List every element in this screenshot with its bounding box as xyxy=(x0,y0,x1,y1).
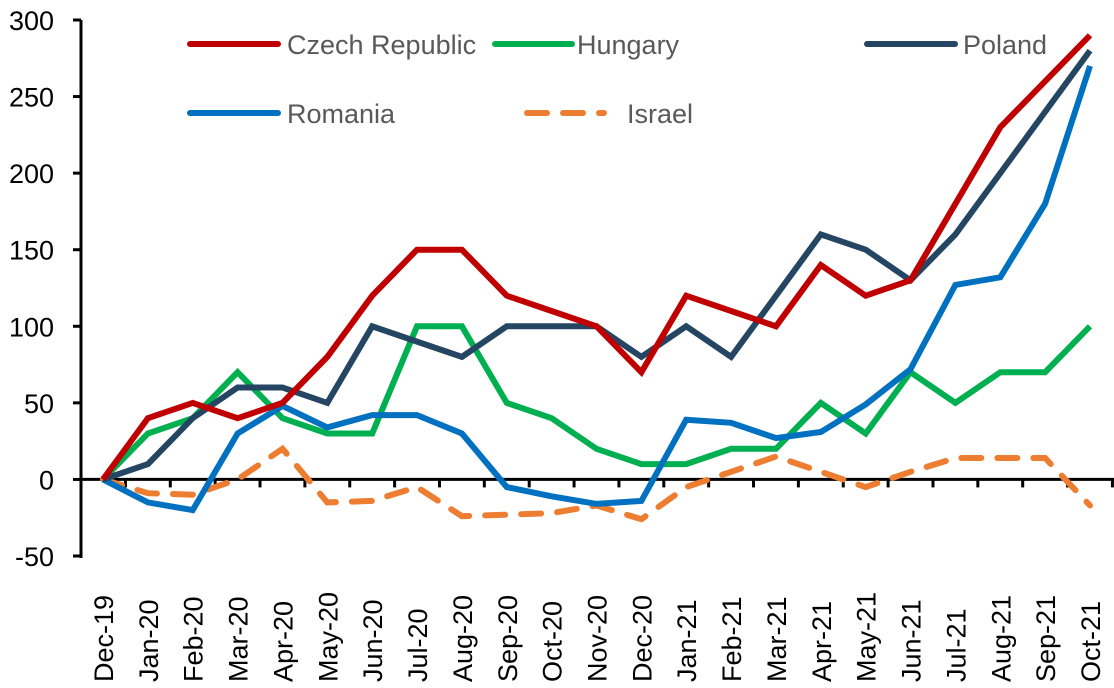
x-tick-label: Aug-20 xyxy=(448,595,478,682)
x-tick-label: Jul-21 xyxy=(941,608,971,682)
x-tick-label: Apr-21 xyxy=(807,601,837,682)
x-tick-label: Feb-21 xyxy=(717,596,747,682)
y-tick-label: 0 xyxy=(39,465,54,495)
x-axis: Dec-19 Jan-20 Feb-20 Mar-20 Apr-20 May-20 Jun-… xyxy=(81,477,1114,682)
x-tick-label: Mar-21 xyxy=(762,596,792,682)
legend-item-israel: Israel xyxy=(524,99,693,129)
x-tick-label: Aug-21 xyxy=(986,595,1016,682)
x-tick-label: Dec-20 xyxy=(627,595,657,682)
legend-label: Romania xyxy=(287,99,396,129)
x-tick-label: Nov-20 xyxy=(583,595,613,682)
legend-item-hungary: Hungary xyxy=(492,30,680,60)
legend-item-romania: Romania xyxy=(187,99,396,129)
x-tick-label: May-21 xyxy=(852,592,882,682)
x-tick-label: Mar-20 xyxy=(224,596,254,682)
x-tick-label: Jan-21 xyxy=(672,599,702,682)
x-tick-label: Jul-20 xyxy=(403,608,433,682)
x-tick-label: Oct-20 xyxy=(538,601,568,682)
x-tick-label: Sep-20 xyxy=(493,595,523,682)
y-tick-label: -50 xyxy=(15,542,54,572)
legend-label: Czech Republic xyxy=(287,30,476,60)
x-tick-label: Jun-20 xyxy=(358,599,388,682)
legend-label: Israel xyxy=(627,99,693,129)
x-tick-label: May-20 xyxy=(313,592,343,682)
x-tick-label: Sep-21 xyxy=(1031,595,1061,682)
series-line-romania xyxy=(101,64,1093,514)
y-axis: 300 250 200 150 100 50 0 -50 xyxy=(9,6,83,572)
x-tick-label: Jan-20 xyxy=(134,599,164,682)
legend-label: Poland xyxy=(963,30,1047,60)
x-tick-label: Jun-21 xyxy=(897,599,927,682)
y-tick-label: 100 xyxy=(9,312,54,342)
y-tick-label: 50 xyxy=(24,389,54,419)
y-tick-label: 150 xyxy=(9,236,54,266)
x-tick-label: Dec-19 xyxy=(89,595,119,682)
legend-item-poland: Poland xyxy=(864,30,1047,60)
legend-label: Hungary xyxy=(577,30,680,60)
series-line-hungary xyxy=(100,323,1093,482)
series-layer xyxy=(100,33,1093,523)
x-tick-label: Feb-20 xyxy=(179,596,209,682)
y-tick-label: 250 xyxy=(9,83,54,113)
series-line-czech-republic xyxy=(100,33,1093,482)
legend-item-czech-republic: Czech Republic xyxy=(187,30,476,60)
y-tick-label: 200 xyxy=(9,159,54,189)
x-tick-label: Apr-20 xyxy=(268,601,298,682)
legend: Czech Republic Hungary Poland Romania Israel xyxy=(187,30,1047,129)
y-tick-label: 300 xyxy=(9,6,54,36)
x-tick-label: Oct-21 xyxy=(1076,601,1106,682)
series-line-israel xyxy=(100,444,1093,523)
